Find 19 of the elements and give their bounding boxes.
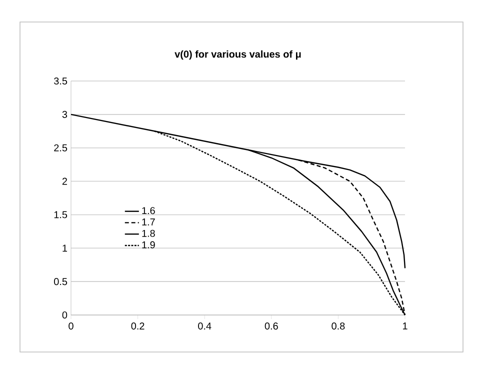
y-tick-label: 1: [62, 244, 68, 252]
x-tick-label: 0: [68, 322, 74, 330]
x-tick-label: 0.4: [198, 322, 212, 330]
y-tick-label: 2.5: [54, 144, 68, 152]
y-tick-label: 2: [62, 178, 67, 185]
y-tick-label: 3: [62, 110, 68, 118]
legend-label: 1.7: [142, 218, 155, 226]
legend-label: 1.8: [142, 230, 155, 237]
x-tick-label: 0.6: [264, 322, 278, 330]
legend-label: 1.6: [142, 207, 155, 214]
y-tick-label: 3.5: [54, 77, 68, 85]
x-tick-label: 0.8: [332, 322, 345, 330]
chart-title: v(0) for various values of μ: [174, 50, 301, 60]
legend-label: 1.9: [142, 241, 155, 248]
y-tick-label: 0: [62, 311, 68, 319]
y-tick-label: 1.5: [54, 211, 68, 218]
y-tick-label: 0.5: [54, 278, 68, 286]
x-tick-label: 0.2: [131, 322, 144, 330]
x-tick-label: 1: [403, 322, 408, 330]
